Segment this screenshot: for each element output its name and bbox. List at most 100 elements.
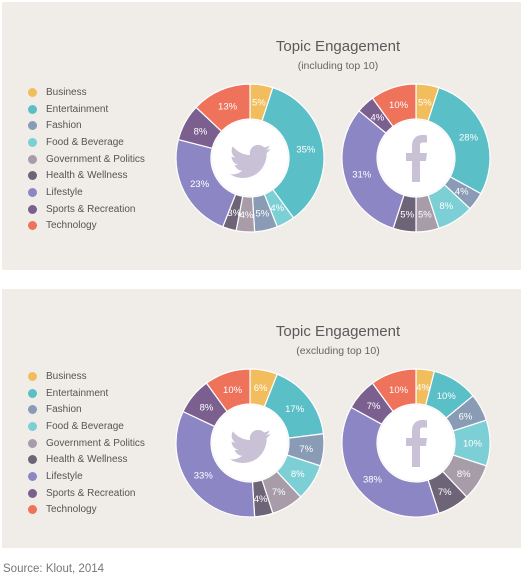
slice-data-label: 4% [370, 112, 384, 123]
slice-data-label: 8% [457, 469, 471, 480]
legend: Business Entertainment Fashion Food & Bever… [28, 368, 145, 518]
legend-label: Fashion [46, 120, 82, 132]
twitter-bird-icon [230, 144, 271, 178]
slice-data-label: 4% [455, 187, 469, 198]
slice-data-label: 17% [285, 404, 305, 415]
legend-label: Lifestyle [46, 186, 83, 198]
legend-item: Sports & Recreation [28, 485, 145, 502]
panel-excluding-top-10: Topic Engagement (excluding top 10) Busi… [2, 289, 521, 548]
slice-technology [371, 83, 417, 128]
legend-item: Lifestyle [28, 184, 145, 201]
legend-swatch [28, 204, 37, 214]
legend-swatch [28, 221, 37, 231]
legend-label: Government & Politics [46, 153, 145, 165]
legend-item: Fashion [28, 117, 145, 134]
slice-data-label: 5% [400, 209, 414, 220]
legend-swatch [28, 505, 37, 515]
slice-data-label: 7% [367, 401, 381, 412]
slice-data-label: 35% [296, 145, 316, 156]
legend-swatch [28, 388, 37, 398]
slice-entertainment [427, 86, 491, 195]
facebook-f-icon [406, 420, 427, 467]
legend-label: Food & Beverage [46, 420, 124, 432]
twitter-donut-chart: 5%35%4%5%4%3%23%8%13% [175, 83, 325, 233]
slice-data-label: 10% [223, 385, 243, 396]
legend-label: Health & Wellness [46, 170, 128, 182]
slice-data-label: 31% [352, 169, 372, 180]
legend-swatch [28, 154, 37, 164]
legend-label: Business [46, 370, 87, 382]
legend-label: Fashion [46, 404, 82, 416]
chart-title: Topic Engagement [275, 38, 401, 55]
legend-item: Technology [28, 502, 145, 519]
legend-item: Business [28, 84, 145, 101]
legend-swatch [28, 171, 37, 181]
source-note: Source: Klout, 2014 [3, 563, 105, 575]
slice-data-label: 28% [459, 133, 479, 144]
slice-data-label: 4% [254, 494, 268, 505]
legend-swatch [28, 371, 37, 381]
legend-item: Sports & Recreation [28, 201, 145, 218]
facebook-f-icon [406, 135, 427, 182]
twitter-bird-icon [230, 429, 271, 463]
legend-label: Technology [46, 504, 97, 516]
slice-data-label: 10% [463, 439, 483, 450]
facebook-donut-chart: 5%28%4%8%5%5%31%4%10% [341, 83, 491, 233]
slice-data-label: 5% [418, 98, 432, 109]
slice-data-label: 8% [200, 402, 214, 413]
legend-swatch [28, 455, 37, 465]
slice-data-label: 7% [299, 444, 313, 455]
legend-item: Health & Wellness [28, 451, 145, 468]
legend-item: Entertainment [28, 101, 145, 118]
legend-swatch [28, 187, 37, 197]
legend-label: Food & Beverage [46, 136, 124, 148]
slice-data-label: 10% [389, 100, 409, 111]
legend-swatch [28, 471, 37, 481]
legend-label: Sports & Recreation [46, 487, 136, 499]
legend-swatch [28, 438, 37, 448]
legend-label: Entertainment [46, 103, 109, 115]
slice-entertainment [261, 86, 325, 219]
slice-data-label: 5% [255, 209, 269, 220]
slice-data-label: 13% [218, 102, 238, 113]
slice-data-label: 5% [418, 209, 432, 220]
slice-data-label: 33% [194, 470, 214, 481]
legend-swatch [28, 421, 37, 431]
facebook-donut-chart: 4%10%6%10%8%7%38%7%10% [341, 368, 491, 518]
legend-swatch [28, 87, 37, 97]
legend-item: Government & Politics [28, 151, 145, 168]
legend-label: Sports & Recreation [46, 203, 136, 215]
legend-swatch [28, 121, 37, 131]
legend-label: Health & Wellness [46, 454, 128, 466]
slice-technology [371, 368, 417, 413]
legend-item: Entertainment [28, 385, 145, 402]
legend-label: Entertainment [46, 387, 109, 399]
slice-lifestyle [175, 410, 256, 518]
legend-swatch [28, 104, 37, 114]
panel-including-top-10: Topic Engagement (including top 10) Busi… [2, 2, 521, 270]
slice-technology [205, 368, 251, 413]
chart-title: Topic Engagement [275, 323, 401, 340]
legend-label: Government & Politics [46, 437, 145, 449]
slice-data-label: 5% [252, 98, 266, 109]
legend-item: Lifestyle [28, 468, 145, 485]
legend-item: Health & Wellness [28, 167, 145, 184]
slice-lifestyle [341, 109, 405, 230]
legend-swatch [28, 137, 37, 147]
slice-data-label: 10% [437, 391, 457, 402]
legend-label: Business [46, 86, 87, 98]
slice-data-label: 4% [240, 210, 254, 221]
slice-lifestyle [341, 406, 440, 518]
slice-data-label: 4% [270, 203, 284, 214]
chart-subtitle: (including top 10) [297, 60, 379, 72]
slice-data-label: 4% [416, 382, 430, 393]
slice-data-label: 38% [363, 475, 383, 486]
legend: Business Entertainment Fashion Food & Bever… [28, 84, 145, 234]
slice-technology [195, 83, 251, 133]
slice-data-label: 23% [190, 179, 210, 190]
legend-label: Lifestyle [46, 470, 83, 482]
slice-data-label: 8% [439, 201, 453, 212]
legend-label: Technology [46, 220, 97, 232]
slice-data-label: 6% [254, 383, 268, 394]
slice-data-label: 10% [389, 385, 409, 396]
